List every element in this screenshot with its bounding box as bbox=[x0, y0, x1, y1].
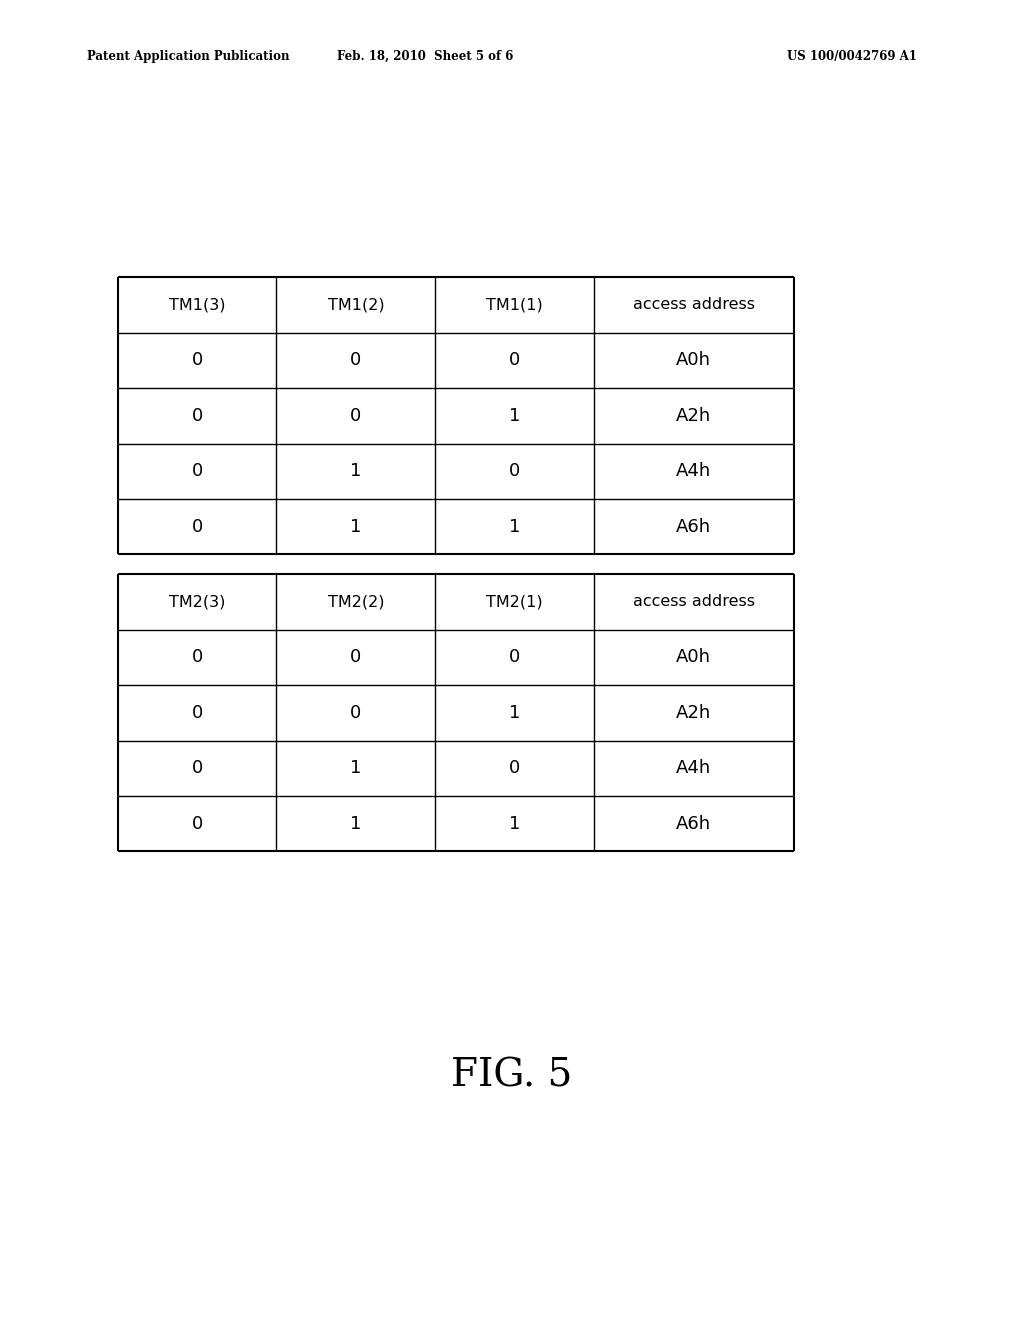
Text: A0h: A0h bbox=[676, 351, 712, 370]
Text: 0: 0 bbox=[509, 462, 520, 480]
Text: 1: 1 bbox=[350, 462, 361, 480]
Text: TM2(1): TM2(1) bbox=[486, 594, 543, 610]
Text: 1: 1 bbox=[509, 517, 520, 536]
Text: 0: 0 bbox=[191, 407, 203, 425]
Text: 0: 0 bbox=[350, 704, 361, 722]
Text: 0: 0 bbox=[191, 517, 203, 536]
Text: 0: 0 bbox=[350, 407, 361, 425]
Text: 0: 0 bbox=[191, 351, 203, 370]
Text: 0: 0 bbox=[191, 462, 203, 480]
Text: 0: 0 bbox=[350, 648, 361, 667]
Text: TM1(1): TM1(1) bbox=[486, 297, 543, 313]
Text: 0: 0 bbox=[191, 704, 203, 722]
Text: 0: 0 bbox=[191, 759, 203, 777]
Text: 0: 0 bbox=[350, 351, 361, 370]
Text: 0: 0 bbox=[509, 648, 520, 667]
Text: TM1(3): TM1(3) bbox=[169, 297, 225, 313]
Text: access address: access address bbox=[633, 594, 755, 610]
Text: A2h: A2h bbox=[676, 704, 712, 722]
Text: 1: 1 bbox=[509, 814, 520, 833]
Text: TM2(3): TM2(3) bbox=[169, 594, 225, 610]
Text: 1: 1 bbox=[350, 517, 361, 536]
Text: 1: 1 bbox=[509, 704, 520, 722]
Text: A2h: A2h bbox=[676, 407, 712, 425]
Text: US 100/0042769 A1: US 100/0042769 A1 bbox=[786, 50, 916, 63]
Text: A4h: A4h bbox=[676, 759, 712, 777]
Text: TM2(2): TM2(2) bbox=[328, 594, 384, 610]
Text: 1: 1 bbox=[350, 814, 361, 833]
Text: 0: 0 bbox=[191, 814, 203, 833]
Text: FIG. 5: FIG. 5 bbox=[452, 1057, 572, 1094]
Text: 0: 0 bbox=[509, 351, 520, 370]
Text: TM1(2): TM1(2) bbox=[328, 297, 384, 313]
Text: A6h: A6h bbox=[676, 517, 712, 536]
Text: A4h: A4h bbox=[676, 462, 712, 480]
Text: access address: access address bbox=[633, 297, 755, 313]
Text: A0h: A0h bbox=[676, 648, 712, 667]
Text: A6h: A6h bbox=[676, 814, 712, 833]
Text: 0: 0 bbox=[509, 759, 520, 777]
Text: Patent Application Publication: Patent Application Publication bbox=[87, 50, 290, 63]
Text: 1: 1 bbox=[350, 759, 361, 777]
Text: 1: 1 bbox=[509, 407, 520, 425]
Text: 0: 0 bbox=[191, 648, 203, 667]
Text: Feb. 18, 2010  Sheet 5 of 6: Feb. 18, 2010 Sheet 5 of 6 bbox=[337, 50, 513, 63]
